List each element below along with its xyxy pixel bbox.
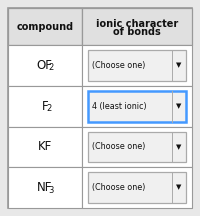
Text: F: F: [41, 100, 48, 113]
Bar: [88, 91, 186, 121]
Bar: [8, 167, 82, 208]
Text: of bonds: of bonds: [113, 27, 161, 37]
Bar: [82, 127, 192, 167]
Text: (Choose one): (Choose one): [92, 183, 145, 192]
Text: ▼: ▼: [176, 144, 182, 150]
Text: ▼: ▼: [176, 103, 182, 109]
Bar: [88, 172, 186, 203]
Bar: [8, 86, 82, 127]
Text: 3: 3: [49, 186, 54, 195]
Text: OF: OF: [37, 59, 53, 72]
Bar: [88, 50, 186, 81]
Text: (Choose one): (Choose one): [92, 61, 145, 70]
Text: (Choose one): (Choose one): [92, 142, 145, 151]
Bar: [82, 167, 192, 208]
Bar: [82, 45, 192, 86]
Text: compound: compound: [16, 22, 73, 32]
Text: ▼: ▼: [176, 185, 182, 191]
Bar: [82, 8, 192, 45]
Bar: [8, 127, 82, 167]
Bar: [8, 45, 82, 86]
Text: 2: 2: [47, 104, 52, 113]
Text: 2: 2: [49, 63, 54, 72]
Bar: [88, 132, 186, 162]
Text: NF: NF: [37, 181, 52, 194]
Text: ▼: ▼: [176, 62, 182, 68]
Text: 4 (least ionic): 4 (least ionic): [92, 102, 146, 111]
Bar: [8, 8, 82, 45]
Bar: [82, 86, 192, 127]
Text: KF: KF: [38, 140, 52, 153]
Text: ionic character: ionic character: [96, 19, 178, 29]
